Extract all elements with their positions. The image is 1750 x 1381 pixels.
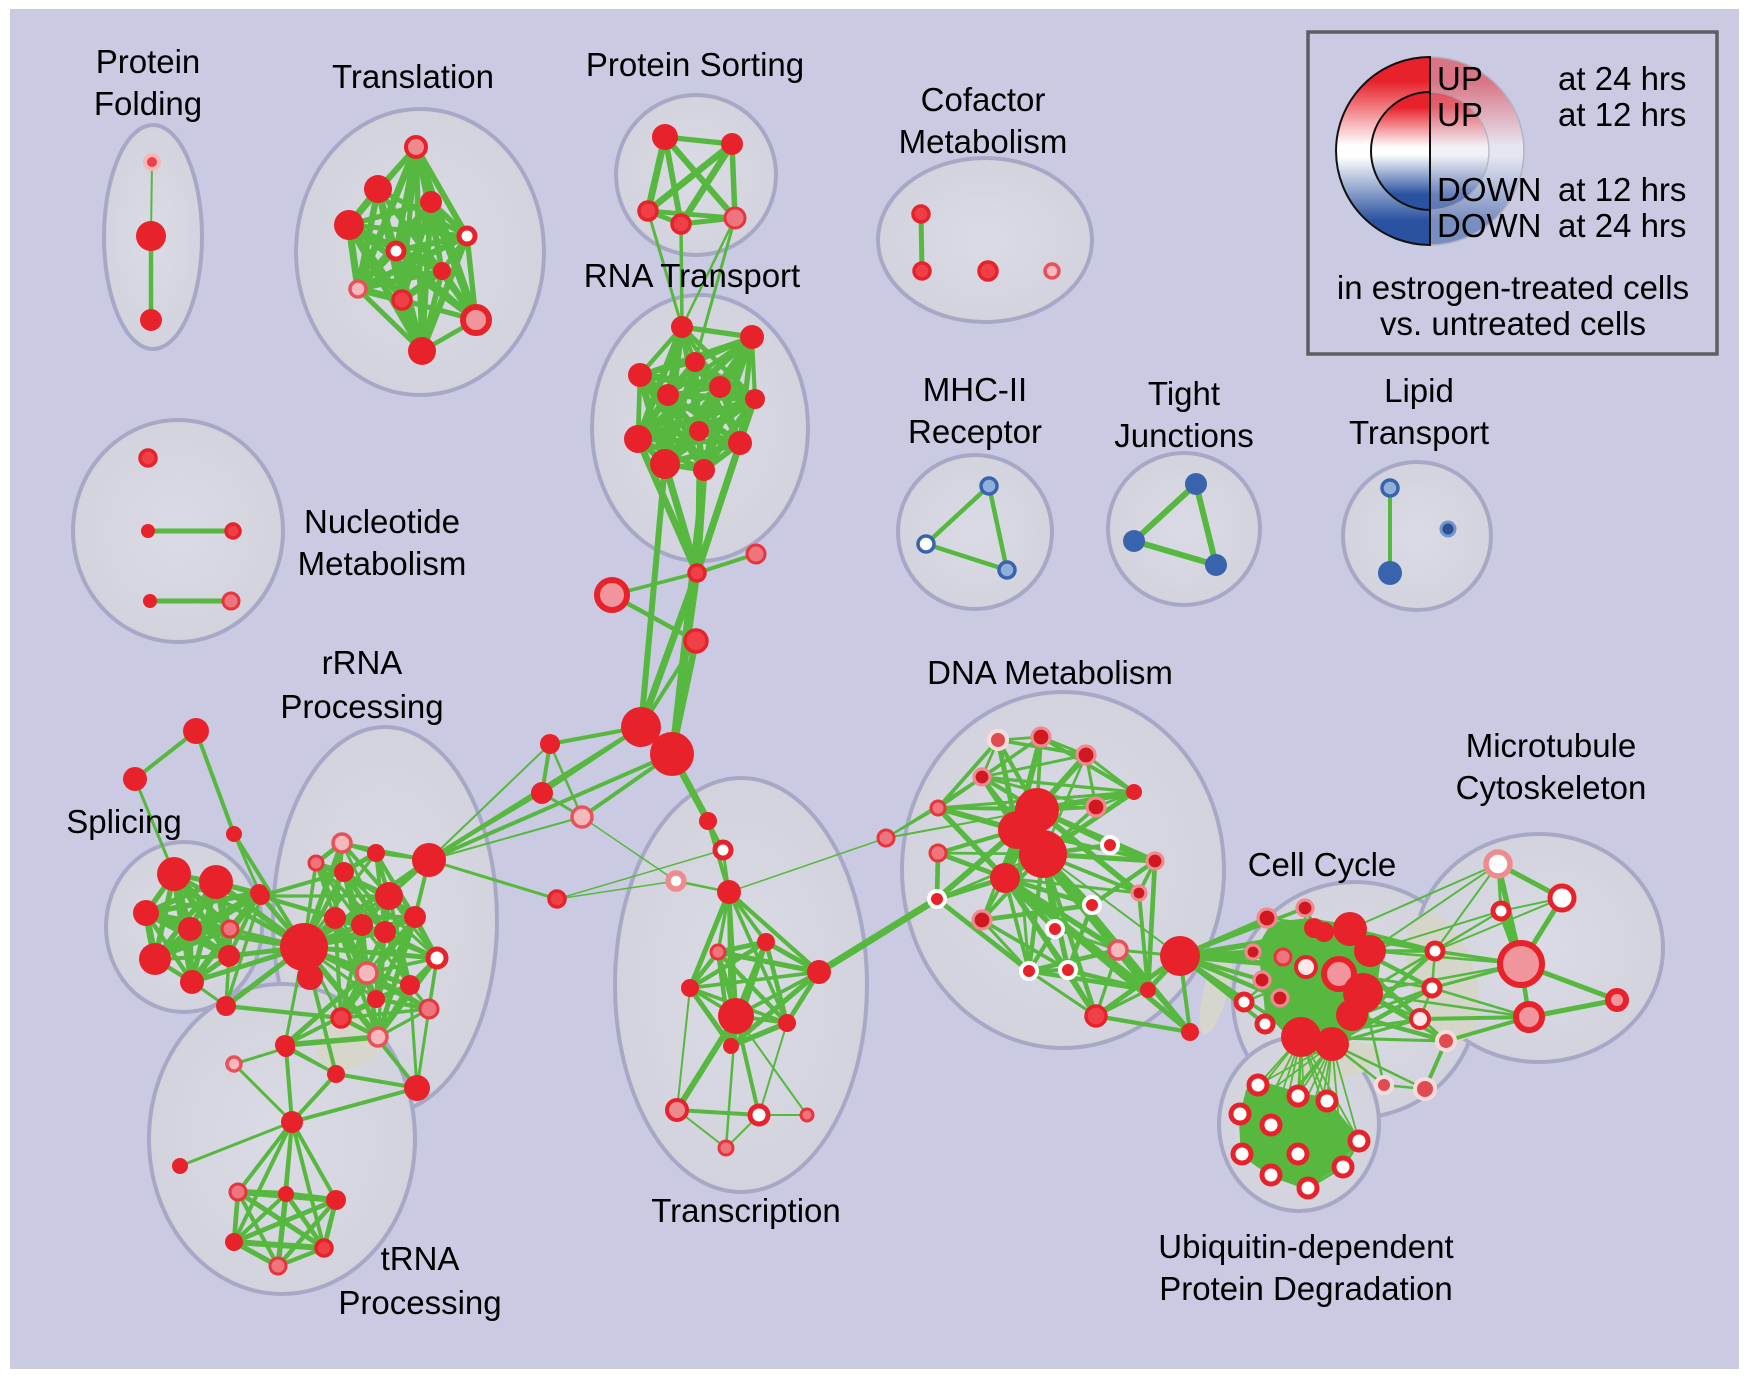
svg-text:Microtubule: Microtubule xyxy=(1466,727,1637,764)
svg-text:Transcription: Transcription xyxy=(651,1192,841,1229)
svg-text:Tight: Tight xyxy=(1148,375,1220,412)
svg-text:MHC-II: MHC-II xyxy=(923,371,1027,408)
svg-text:at 12 hrs: at 12 hrs xyxy=(1558,96,1686,133)
svg-text:tRNA: tRNA xyxy=(381,1240,460,1277)
svg-text:RNA Transport: RNA Transport xyxy=(584,257,800,294)
svg-text:Processing: Processing xyxy=(338,1284,501,1321)
svg-text:Protein Degradation: Protein Degradation xyxy=(1159,1270,1453,1307)
svg-text:at 24 hrs: at 24 hrs xyxy=(1558,60,1686,97)
svg-text:Protein Sorting: Protein Sorting xyxy=(586,46,804,83)
svg-text:Receptor: Receptor xyxy=(908,413,1042,450)
svg-text:Protein: Protein xyxy=(96,43,201,80)
svg-text:Transport: Transport xyxy=(1349,414,1489,451)
svg-text:DOWN: DOWN xyxy=(1437,171,1541,208)
svg-text:Metabolism: Metabolism xyxy=(298,545,467,582)
svg-text:in estrogen-treated cells: in estrogen-treated cells xyxy=(1337,269,1689,306)
svg-text:UP: UP xyxy=(1437,60,1483,97)
svg-text:Splicing: Splicing xyxy=(66,803,182,840)
svg-text:Junctions: Junctions xyxy=(1114,417,1253,454)
svg-text:at 24 hrs: at 24 hrs xyxy=(1558,207,1686,244)
svg-text:rRNA: rRNA xyxy=(322,644,403,681)
svg-text:at 12 hrs: at 12 hrs xyxy=(1558,171,1686,208)
svg-text:Nucleotide: Nucleotide xyxy=(304,503,460,540)
svg-text:DOWN: DOWN xyxy=(1437,207,1541,244)
svg-text:Translation: Translation xyxy=(332,58,494,95)
svg-text:Cytoskeleton: Cytoskeleton xyxy=(1456,769,1647,806)
svg-text:UP: UP xyxy=(1437,96,1483,133)
svg-text:DNA Metabolism: DNA Metabolism xyxy=(927,654,1173,691)
svg-text:Cell Cycle: Cell Cycle xyxy=(1248,846,1397,883)
svg-text:Cofactor: Cofactor xyxy=(921,81,1046,118)
svg-text:Ubiquitin-dependent: Ubiquitin-dependent xyxy=(1158,1228,1453,1265)
svg-text:Processing: Processing xyxy=(280,688,443,725)
svg-text:Lipid: Lipid xyxy=(1384,372,1454,409)
svg-text:Metabolism: Metabolism xyxy=(899,123,1068,160)
svg-text:Folding: Folding xyxy=(94,85,202,122)
svg-text:vs. untreated cells: vs. untreated cells xyxy=(1380,305,1646,342)
